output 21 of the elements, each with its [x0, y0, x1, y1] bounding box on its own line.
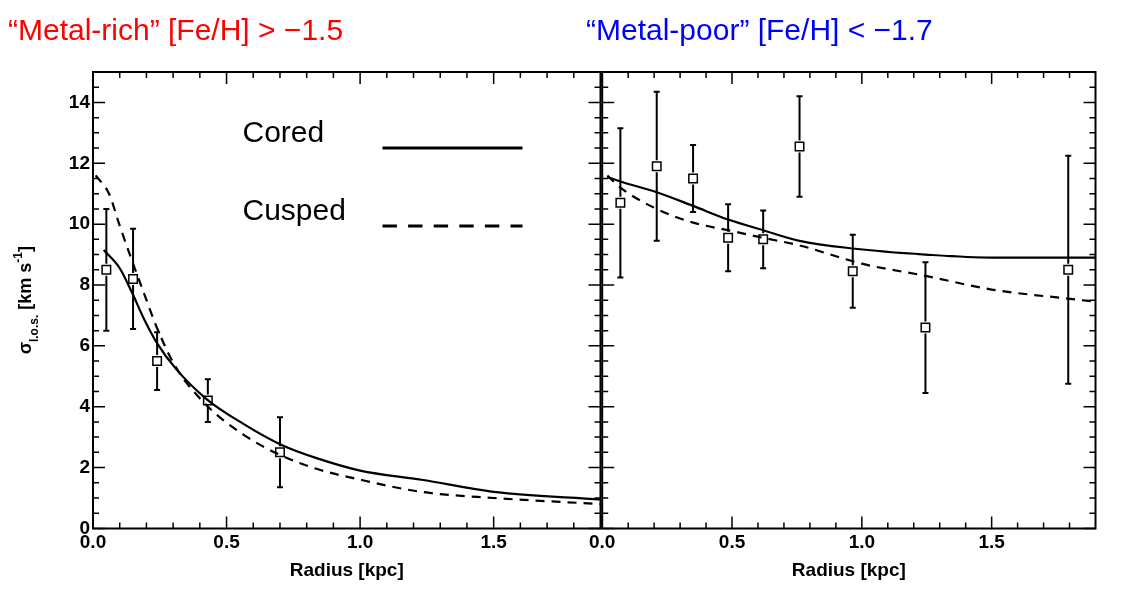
x-tick-label: 1.0: [848, 531, 876, 553]
x-tick-label: 1.5: [480, 531, 508, 553]
y-tick-label: 6: [79, 334, 90, 356]
y-tick-label: 10: [68, 212, 90, 234]
x-tick-label: 0.0: [589, 531, 616, 553]
legend-label: Cored: [242, 115, 325, 149]
y-tick-label: 8: [79, 273, 90, 295]
x-tick-label: 0.5: [718, 531, 746, 553]
x-tick-label: 1.5: [978, 531, 1006, 553]
x-tick-label: 1.0: [346, 531, 374, 553]
x-tick-label: 0.5: [213, 531, 241, 553]
y-tick-label: 4: [79, 394, 91, 416]
x-axis-title: Radius [kpc]: [289, 558, 404, 580]
y-tick-label: 12: [68, 151, 90, 173]
x-axis-title: Radius [kpc]: [791, 558, 906, 580]
chart-title: “Metal-poor” [Fe/H] < −1.7: [586, 13, 933, 47]
y-tick-label: 2: [79, 455, 90, 477]
chart-title: “Metal-rich” [Fe/H] > −1.5: [8, 13, 344, 47]
y-tick-label: 14: [68, 90, 91, 112]
legend-label: Cusped: [242, 193, 346, 227]
y-axis-title: σl.o.s. [km s-1]: [11, 246, 42, 355]
